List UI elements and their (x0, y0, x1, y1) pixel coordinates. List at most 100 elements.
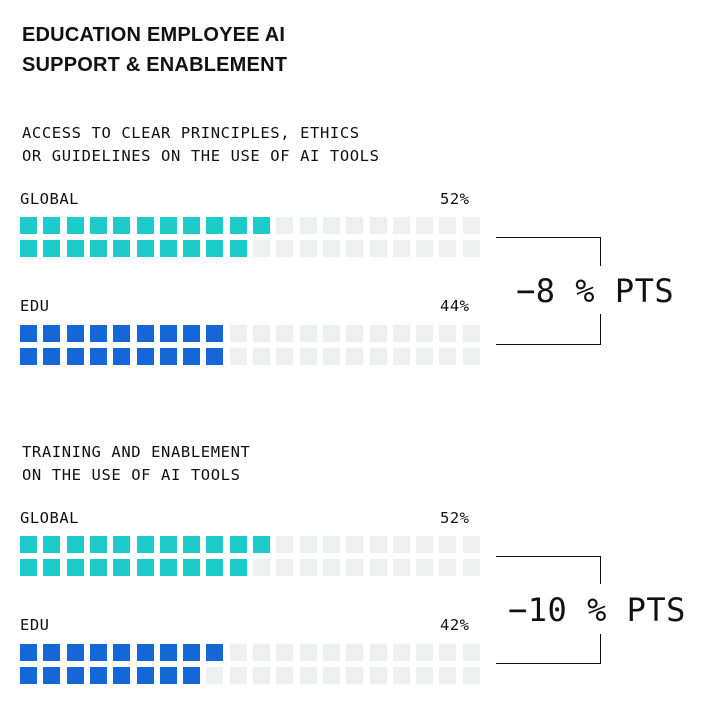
waffle-cell-empty (322, 644, 340, 661)
waffle-cell-filled (159, 644, 177, 661)
waffle-cell-filled (43, 240, 61, 257)
chart-title-line-2: SUPPORT & ENABLEMENT (22, 54, 288, 76)
waffle-cell-filled (159, 240, 177, 257)
waffle-cell-empty (253, 644, 270, 661)
waffle-cell-filled (183, 325, 201, 342)
waffle-cell-filled (253, 536, 270, 553)
waffle-cell-filled (206, 559, 224, 576)
waffle-cell-filled (113, 644, 131, 661)
waffle-cell-filled (159, 667, 177, 684)
chart-title-line-1: EDUCATION EMPLOYEE AI (22, 24, 286, 46)
waffle-cell-filled (66, 667, 84, 684)
waffle-cell-empty (392, 325, 410, 342)
waffle-cell-filled (206, 348, 224, 365)
waffle-cell-empty (416, 644, 434, 661)
waffle-cell-filled (113, 559, 131, 576)
waffle-cell-empty (346, 217, 364, 234)
waffle-cell-filled (136, 536, 154, 553)
waffle-cell-filled (20, 325, 37, 342)
waffle-cell-filled (113, 217, 131, 234)
waffle-cell-empty (416, 536, 434, 553)
waffle-cell-empty (346, 240, 364, 257)
waffle-cell-filled (136, 644, 154, 661)
waffle-cell-filled (183, 644, 201, 661)
waffle-cell-empty (392, 348, 410, 365)
section-title-line-1: TRAINING AND ENABLEMENT (22, 443, 251, 461)
waffle-cell-filled (136, 217, 154, 234)
waffle-cell-filled (43, 559, 61, 576)
waffle-cell-empty (299, 644, 317, 661)
waffle-cell-filled (20, 536, 37, 553)
waffle-cell-filled (66, 240, 84, 257)
waffle-cell-filled (89, 644, 107, 661)
waffle-cell-filled (89, 559, 107, 576)
waffle-cell-filled (159, 559, 177, 576)
waffle-cell-empty (439, 559, 457, 576)
waffle-cell-empty (253, 559, 270, 576)
section-title-line-1: ACCESS TO CLEAR PRINCIPLES, ETHICS (22, 124, 360, 142)
series-value-global: 52% (440, 509, 470, 527)
waffle-cell-filled (89, 348, 107, 365)
waffle-cell-empty (439, 667, 457, 684)
waffle-cell-empty (416, 667, 434, 684)
waffle-cell-empty (206, 667, 224, 684)
waffle-cell-filled (89, 240, 107, 257)
difference-label: −8 % PTS (516, 272, 675, 310)
waffle-cell-filled (20, 217, 37, 234)
waffle-cell-filled (113, 325, 131, 342)
waffle-cell-empty (299, 559, 317, 576)
waffle-cell-empty (299, 240, 317, 257)
series-value-edu: 44% (440, 297, 470, 315)
waffle-cell-empty (276, 644, 294, 661)
section-title-line-2: ON THE USE OF AI TOOLS (22, 466, 241, 484)
section-title: ACCESS TO CLEAR PRINCIPLES, ETHICS OR GU… (22, 122, 380, 168)
waffle-cell-empty (392, 559, 410, 576)
difference-label: −10 % PTS (508, 591, 686, 629)
waffle-cell-filled (43, 325, 61, 342)
waffle-cell-filled (159, 348, 177, 365)
waffle-cell-filled (89, 536, 107, 553)
waffle-cell-filled (183, 667, 201, 684)
waffle-cell-empty (346, 348, 364, 365)
waffle-cell-filled (136, 667, 154, 684)
waffle-cell-filled (183, 348, 201, 365)
waffle-cell-empty (462, 536, 480, 553)
waffle-cell-empty (462, 559, 480, 576)
waffle-cell-filled (136, 325, 154, 342)
waffle-cell-empty (369, 348, 387, 365)
waffle-cell-filled (183, 559, 201, 576)
waffle-cell-filled (206, 644, 224, 661)
waffle-cell-empty (299, 348, 317, 365)
waffle-cell-empty (346, 644, 364, 661)
waffle-cell-empty (369, 644, 387, 661)
waffle-cell-filled (136, 348, 154, 365)
waffle-global (20, 217, 482, 257)
waffle-cell-filled (206, 536, 224, 553)
waffle-cell-empty (253, 667, 270, 684)
waffle-cell-empty (369, 536, 387, 553)
waffle-cell-empty (392, 667, 410, 684)
waffle-cell-empty (439, 217, 457, 234)
waffle-cell-empty (322, 667, 340, 684)
waffle-cell-empty (322, 217, 340, 234)
series-value-global: 52% (440, 190, 470, 208)
waffle-cell-filled (229, 536, 247, 553)
waffle-cell-empty (416, 217, 434, 234)
waffle-cell-filled (113, 536, 131, 553)
waffle-cell-empty (276, 667, 294, 684)
waffle-cell-empty (253, 240, 270, 257)
waffle-cell-filled (253, 217, 270, 234)
series-label-edu: EDU (20, 297, 50, 315)
waffle-cell-filled (159, 536, 177, 553)
waffle-cell-empty (392, 240, 410, 257)
waffle-cell-empty (369, 325, 387, 342)
section-title: TRAINING AND ENABLEMENT ON THE USE OF AI… (22, 441, 250, 487)
waffle-edu (20, 644, 482, 684)
waffle-cell-filled (89, 325, 107, 342)
waffle-cell-empty (369, 217, 387, 234)
waffle-cell-empty (276, 559, 294, 576)
waffle-cell-filled (89, 217, 107, 234)
waffle-cell-empty (346, 325, 364, 342)
waffle-cell-filled (206, 217, 224, 234)
waffle-cell-empty (462, 348, 480, 365)
